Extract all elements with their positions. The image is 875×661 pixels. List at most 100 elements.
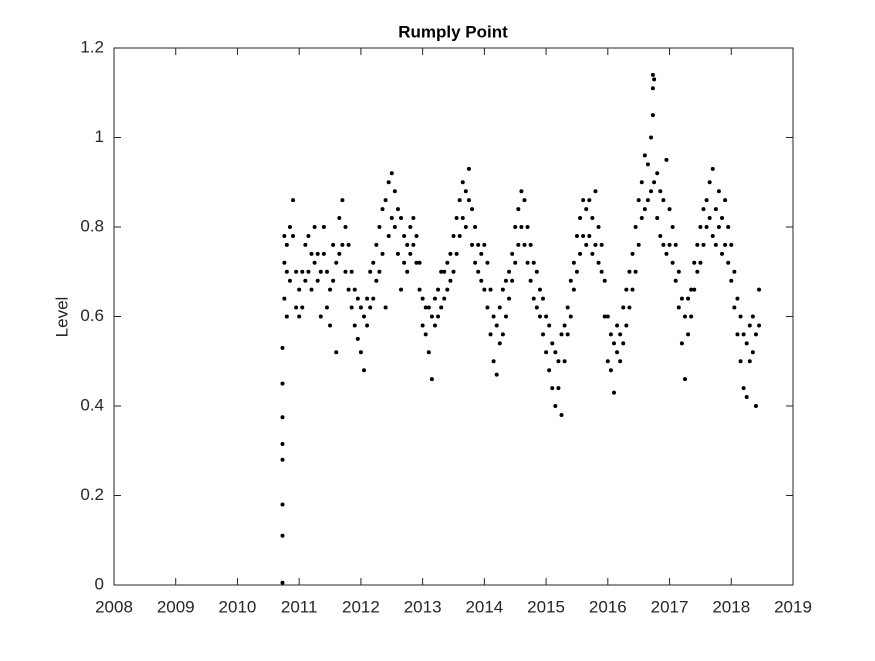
- data-point: [735, 332, 740, 337]
- data-point: [420, 323, 425, 328]
- data-point: [689, 287, 694, 292]
- data-point: [306, 269, 311, 274]
- data-point: [497, 341, 502, 346]
- data-point: [738, 314, 743, 319]
- data-point: [426, 305, 431, 310]
- data-point: [432, 323, 437, 328]
- data-point: [328, 287, 333, 292]
- data-point: [284, 242, 289, 247]
- data-point: [402, 260, 407, 265]
- data-point: [720, 251, 725, 256]
- x-tick-label: 2012: [342, 597, 380, 616]
- data-point: [750, 314, 755, 319]
- data-point: [744, 395, 749, 400]
- data-point: [679, 296, 684, 301]
- data-point: [454, 251, 459, 256]
- data-point: [331, 242, 336, 247]
- data-point: [500, 287, 505, 292]
- data-point: [476, 242, 481, 247]
- x-tick-label: 2019: [774, 597, 812, 616]
- x-tick-label: 2009: [157, 597, 195, 616]
- data-point: [723, 198, 728, 203]
- data-point: [491, 314, 496, 319]
- x-tick-label: 2017: [651, 597, 689, 616]
- data-point: [670, 225, 675, 229]
- data-point: [383, 305, 388, 310]
- data-point: [599, 242, 604, 247]
- data-point: [466, 198, 471, 203]
- data-point: [497, 305, 502, 310]
- data-point: [726, 225, 731, 229]
- data-point: [584, 242, 589, 247]
- data-point: [491, 359, 496, 364]
- data-point: [602, 278, 607, 283]
- data-point: [695, 269, 700, 274]
- data-point: [642, 153, 647, 158]
- data-point: [399, 287, 404, 292]
- data-point: [649, 189, 654, 194]
- data-point: [537, 314, 542, 319]
- data-point: [658, 189, 663, 194]
- data-point: [365, 323, 370, 328]
- data-point: [664, 251, 669, 256]
- data-point: [485, 260, 490, 265]
- data-point: [315, 278, 320, 283]
- data-point: [636, 198, 641, 203]
- data-point: [650, 86, 655, 91]
- data-point: [608, 332, 613, 337]
- data-point: [439, 269, 444, 274]
- data-point: [343, 269, 348, 274]
- data-point: [565, 332, 570, 337]
- data-point: [710, 166, 715, 171]
- data-point: [284, 314, 289, 319]
- data-point: [399, 216, 404, 221]
- data-point: [723, 242, 728, 247]
- data-point: [306, 233, 311, 238]
- data-point: [280, 580, 285, 585]
- data-point: [297, 287, 302, 292]
- data-point: [300, 305, 305, 310]
- data-point: [531, 260, 536, 265]
- data-point: [368, 269, 373, 274]
- data-point: [321, 251, 326, 256]
- data-point: [713, 242, 718, 247]
- data-point: [578, 216, 583, 221]
- data-point: [417, 287, 422, 292]
- data-point: [581, 198, 586, 203]
- data-point: [615, 323, 620, 328]
- data-point: [559, 332, 564, 337]
- data-point: [395, 251, 400, 256]
- data-point: [689, 314, 694, 319]
- data-point: [753, 404, 758, 408]
- data-point: [280, 502, 285, 507]
- data-point: [429, 377, 434, 382]
- data-point: [395, 207, 400, 212]
- x-tick-label: 2016: [589, 597, 627, 616]
- data-point: [701, 207, 706, 212]
- data-point: [667, 207, 672, 212]
- data-point: [361, 314, 366, 319]
- data-point: [318, 314, 323, 319]
- data-point: [624, 287, 629, 292]
- data-point: [309, 251, 314, 256]
- data-point: [280, 457, 285, 462]
- data-point: [630, 287, 635, 292]
- data-point: [710, 233, 715, 238]
- data-point: [280, 381, 285, 386]
- data-point: [473, 260, 478, 265]
- data-point: [488, 287, 493, 292]
- data-point: [525, 260, 530, 265]
- data-point: [315, 251, 320, 256]
- data-point: [436, 287, 441, 292]
- data-point: [485, 305, 490, 310]
- data-point: [457, 233, 462, 238]
- data-point: [408, 251, 413, 256]
- data-point: [624, 323, 629, 328]
- data-point: [473, 225, 478, 229]
- data-point: [636, 242, 641, 247]
- data-point: [457, 198, 462, 203]
- data-point: [621, 341, 626, 346]
- data-point: [741, 386, 746, 391]
- data-point: [695, 242, 700, 247]
- data-point: [537, 287, 542, 292]
